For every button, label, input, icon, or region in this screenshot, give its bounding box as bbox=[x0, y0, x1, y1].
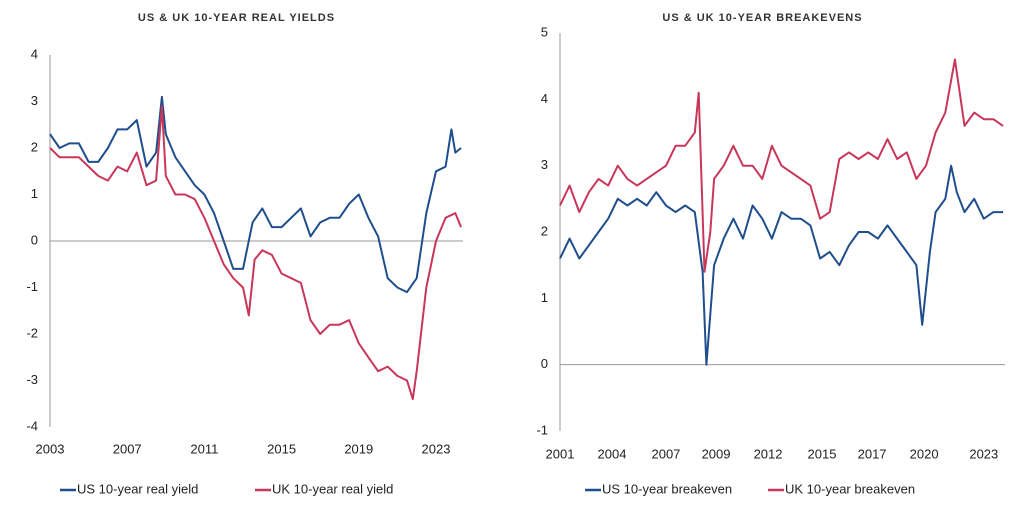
y-tick-label: 3 bbox=[31, 93, 38, 108]
y-tick-label: 5 bbox=[541, 24, 548, 39]
y-tick-label: -2 bbox=[26, 325, 38, 340]
x-tick-label: 2001 bbox=[546, 446, 575, 461]
y-tick-label: 0 bbox=[31, 232, 38, 247]
x-tick-label: 2015 bbox=[808, 446, 837, 461]
legend-label: US 10-year breakeven bbox=[602, 481, 732, 496]
x-tick-label: 2012 bbox=[754, 446, 783, 461]
y-tick-label: -1 bbox=[26, 279, 38, 294]
y-tick-label: 4 bbox=[541, 91, 548, 106]
y-tick-label: 0 bbox=[541, 356, 548, 371]
y-tick-label: 4 bbox=[31, 46, 38, 61]
x-tick-label: 2011 bbox=[190, 441, 218, 456]
legend-label: US 10-year real yield bbox=[77, 481, 198, 496]
x-tick-label: 2007 bbox=[651, 446, 680, 461]
x-tick-label: 2023 bbox=[969, 446, 998, 461]
y-tick-label: 1 bbox=[541, 290, 548, 305]
line-series bbox=[49, 105, 463, 401]
x-tick-label: 2003 bbox=[36, 441, 65, 456]
line-series bbox=[559, 58, 1004, 273]
line-series bbox=[49, 95, 462, 294]
y-tick-label: -1 bbox=[536, 422, 548, 437]
x-tick-label: 2023 bbox=[422, 441, 451, 456]
line-series bbox=[559, 164, 1004, 366]
legend-label: UK 10-year breakeven bbox=[785, 481, 915, 496]
y-tick-label: 2 bbox=[541, 223, 548, 238]
legend-label: UK 10-year real yield bbox=[272, 481, 393, 496]
x-tick-label: 2020 bbox=[910, 446, 939, 461]
chart-title: US & UK 10-YEAR REAL YIELDS bbox=[138, 12, 335, 24]
x-tick-label: 2015 bbox=[267, 441, 296, 456]
y-tick-label: 3 bbox=[541, 157, 548, 172]
chart-title: US & UK 10-YEAR BREAKEVENS bbox=[662, 12, 862, 24]
y-tick-label: 1 bbox=[31, 186, 38, 201]
x-tick-label: 2009 bbox=[702, 446, 731, 461]
y-tick-label: -3 bbox=[26, 372, 38, 387]
y-tick-label: -4 bbox=[26, 418, 38, 433]
x-tick-label: 2004 bbox=[598, 446, 627, 461]
y-tick-label: 2 bbox=[31, 139, 38, 154]
x-tick-label: 2017 bbox=[858, 446, 887, 461]
x-tick-label: 2019 bbox=[344, 441, 373, 456]
x-tick-label: 2007 bbox=[113, 441, 142, 456]
